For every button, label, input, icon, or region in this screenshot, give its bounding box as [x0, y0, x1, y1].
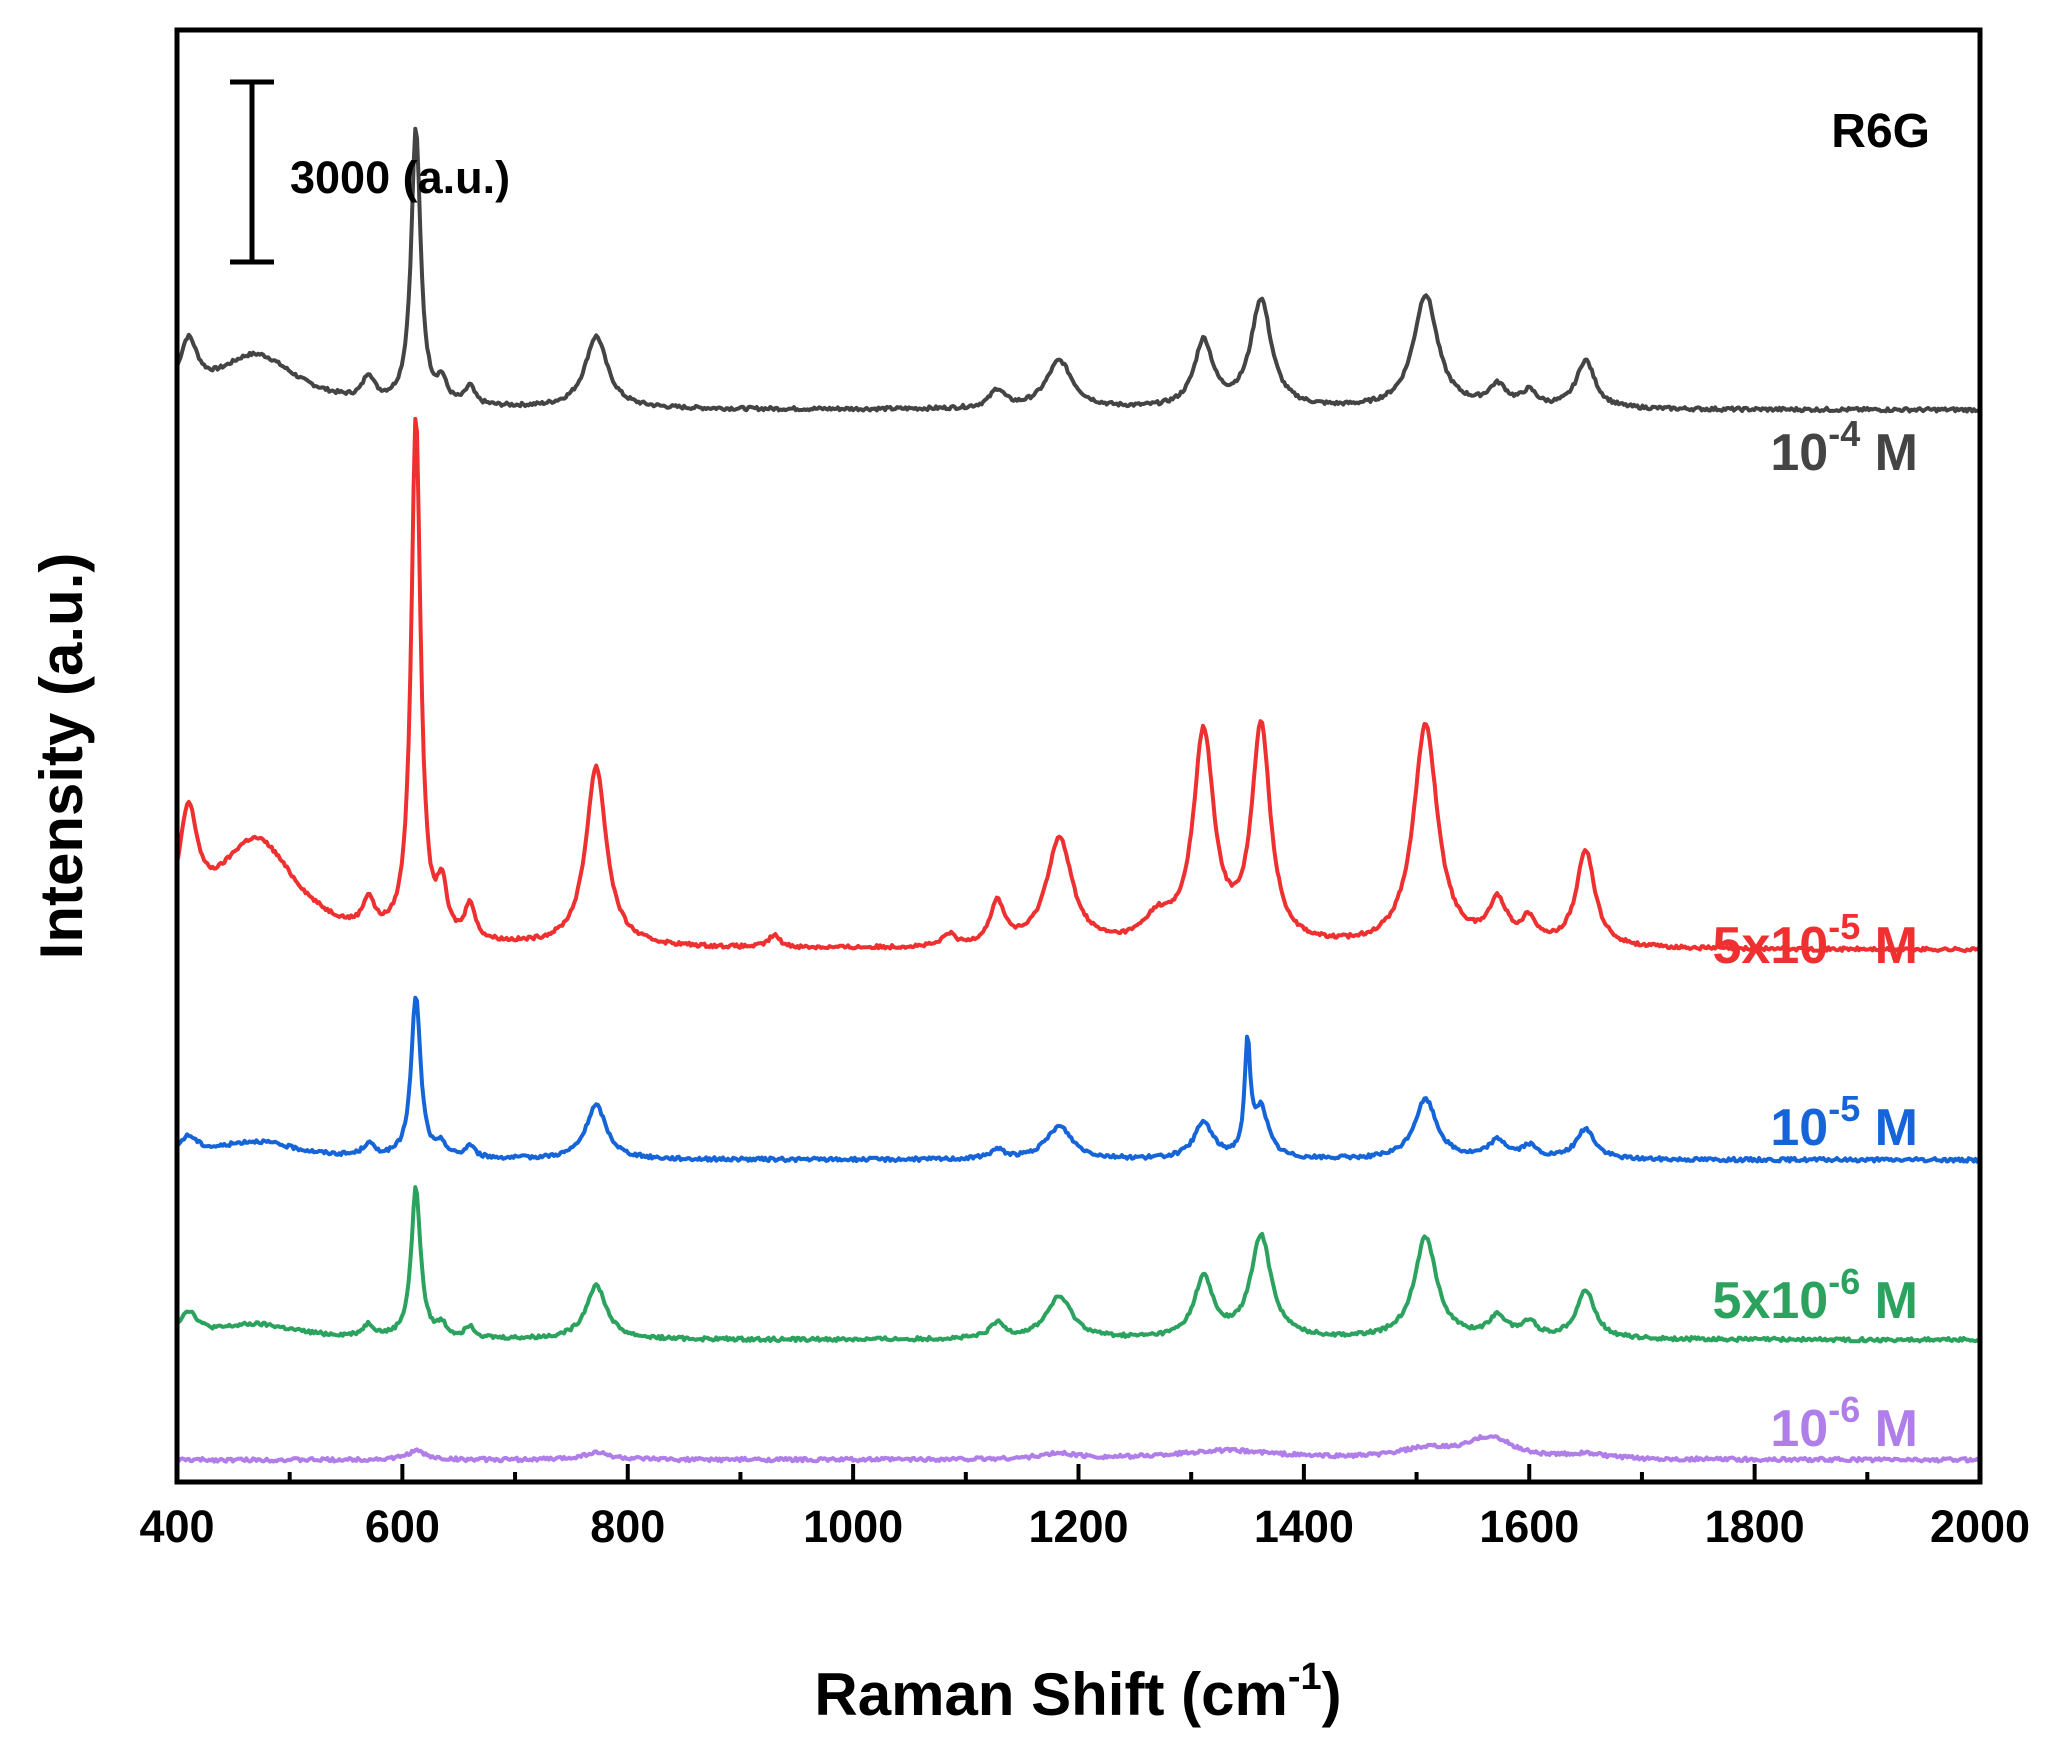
x-tick-label: 1400 — [1254, 1501, 1354, 1552]
series-label-suffix: M — [1860, 1272, 1918, 1330]
x-tick-label: 800 — [590, 1501, 665, 1552]
panel-label: R6G — [1831, 105, 1930, 158]
x-tick-label: 1800 — [1705, 1501, 1805, 1552]
series-label-suffix: M — [1860, 424, 1918, 482]
x-tick-label: 600 — [365, 1501, 440, 1552]
series-label-text: 10 — [1770, 424, 1828, 482]
series-label-sup: -5 — [1828, 906, 1860, 947]
series-label-3: 5x10-6 M — [1713, 1261, 1918, 1330]
series-line-0 — [175, 126, 1980, 414]
series-label-suffix: M — [1860, 917, 1918, 975]
series-label-suffix: M — [1860, 1400, 1918, 1458]
series-label-text: 10 — [1770, 1099, 1828, 1157]
x-tick-label: 2000 — [1930, 1501, 2030, 1552]
series-label-suffix: M — [1860, 1099, 1918, 1157]
x-tick-label: 1600 — [1479, 1501, 1579, 1552]
series-label-text: 10 — [1770, 1400, 1828, 1458]
series-label-4: 10-6 M — [1770, 1389, 1918, 1458]
x-axis-ticks: 400 600 800 1000 1200 1400 1600 1800 2000 — [139, 1464, 2030, 1552]
series-label-text: 5x10 — [1713, 1272, 1829, 1330]
series-line-2 — [176, 995, 1981, 1164]
series-line-3 — [175, 1185, 1980, 1344]
series-label-0: 10-4 M — [1770, 413, 1918, 482]
x-tick-label: 1200 — [1028, 1501, 1128, 1552]
x-axis-title-suffix: ) — [1322, 1661, 1342, 1728]
x-tick-label: 1000 — [803, 1501, 903, 1552]
x-axis-title-sup: -1 — [1288, 1656, 1322, 1698]
spectra-traces — [175, 126, 1981, 1464]
plot-frame — [174, 27, 1983, 1485]
series-label-sup: -5 — [1828, 1088, 1860, 1129]
scale-bar-label: 3000 (a.u.) — [290, 152, 510, 203]
series-label-text: 5x10 — [1713, 917, 1829, 975]
scale-bar: 3000 (a.u.) — [230, 79, 510, 265]
x-axis-title-text: Raman Shift (cm — [814, 1661, 1287, 1728]
series-label-sup: -6 — [1828, 1389, 1860, 1430]
series-line-1 — [175, 416, 1980, 954]
series-label-sup: -6 — [1828, 1261, 1860, 1302]
y-axis-title: Intensity (a.u.) — [28, 553, 95, 960]
series-line-4 — [176, 1434, 1981, 1464]
series-label-1: 5x10-5 M — [1713, 906, 1918, 975]
x-tick-label: 400 — [139, 1501, 214, 1552]
series-label-sup: -4 — [1828, 413, 1860, 454]
series-label-2: 10-5 M — [1770, 1088, 1918, 1157]
x-axis-title: Raman Shift (cm-1) — [814, 1656, 1341, 1728]
